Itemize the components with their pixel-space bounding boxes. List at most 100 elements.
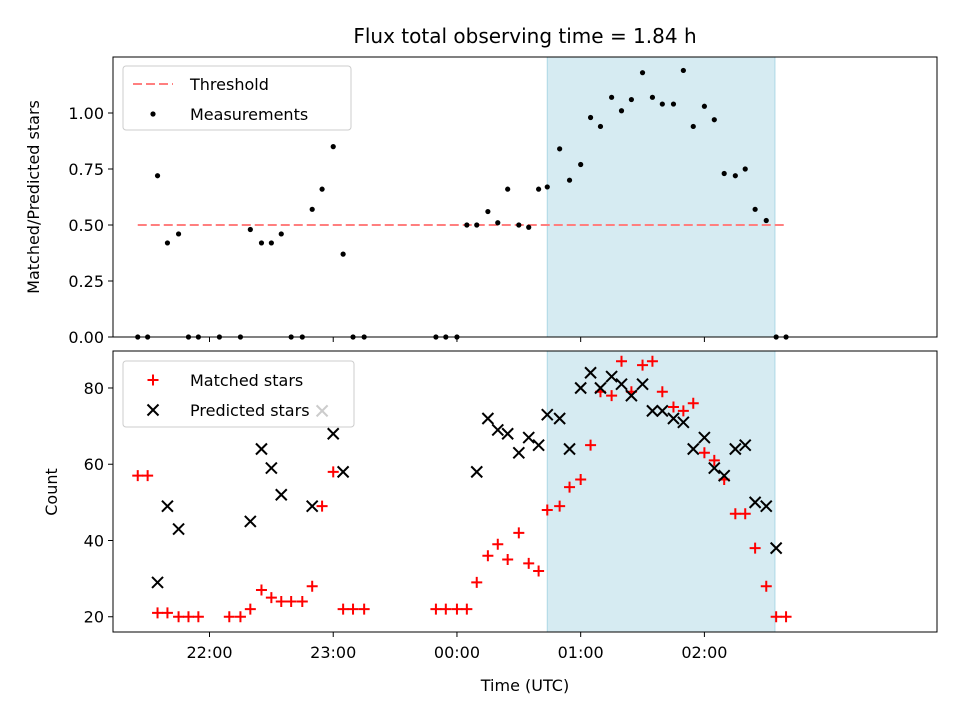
predicted-star-point [760, 499, 773, 513]
measurement-point [639, 70, 646, 76]
matched-star-point [575, 473, 587, 485]
measurement-point [659, 101, 665, 107]
matched-star-point [152, 607, 164, 619]
predicted-star-point [698, 431, 711, 444]
matched-star-point [296, 595, 308, 607]
top-y-tick-label: 0.00 [68, 328, 104, 347]
predicted-star-point [574, 381, 587, 395]
matched-star-point [533, 565, 545, 577]
measurement-point [721, 170, 727, 177]
measurement-point [247, 226, 253, 233]
matched-star-point [430, 603, 442, 615]
matched-star-point [585, 439, 597, 451]
predicted-star-point [729, 442, 742, 456]
matched-star-point [606, 390, 618, 402]
top-observing-window [546, 56, 776, 338]
measurement-point [742, 166, 748, 172]
matched-star-point [541, 504, 553, 516]
measurement-point [587, 114, 594, 121]
chart-title: Flux total observing time = 1.84 h [353, 24, 696, 48]
matched-star-point [698, 447, 710, 459]
measurement-point [340, 251, 346, 257]
predicted-star-point [161, 499, 174, 513]
bottom-y-axis-label: Count [42, 468, 61, 516]
measurement-point [485, 208, 491, 215]
matched-star-point [708, 454, 720, 466]
predicted-star-point [687, 442, 700, 456]
predicted-star-point [646, 404, 659, 418]
measurement-point [649, 94, 656, 100]
matched-star-point [513, 527, 525, 539]
measurement-point [566, 177, 573, 183]
predicted-star-point [327, 427, 340, 440]
predicted-star-point [636, 377, 649, 391]
matched-star-point [265, 592, 277, 604]
measurement-point [516, 222, 522, 228]
measurement-point [474, 222, 480, 228]
matched-star-point [646, 355, 658, 367]
predicted-star-point [244, 515, 257, 528]
measurement-point [680, 67, 686, 74]
legend-measurements-swatch [150, 111, 156, 117]
legend-threshold-label: Threshold [189, 75, 269, 94]
predicted-star-point [522, 431, 535, 444]
predicted-star-point [708, 461, 721, 475]
measurement-point [752, 206, 758, 212]
measurement-point [578, 161, 584, 168]
matched-star-point [749, 542, 761, 554]
measurement-point [690, 123, 696, 130]
matched-star-point [182, 611, 194, 623]
predicted-star-point [667, 412, 680, 425]
matched-star-point [337, 603, 349, 615]
top-y-axis-label: Matched/Predicted stars [24, 100, 43, 294]
matched-star-point [770, 611, 782, 623]
matched-star-point [656, 386, 668, 398]
predicted-star-point [605, 370, 618, 383]
legend-matched-swatch [147, 374, 159, 386]
measurement-point [557, 146, 563, 152]
bottom-y-tick-label: 20 [84, 608, 104, 627]
matched-star-point [729, 508, 741, 520]
legend-measurements-label: Measurements [190, 105, 308, 124]
measurement-point [464, 222, 470, 228]
predicted-star-point [481, 412, 495, 425]
bottom-y-tick-label: 60 [84, 455, 104, 474]
predicted-star-point [739, 438, 752, 452]
matched-star-point [502, 554, 514, 566]
x-tick-label: 23:00 [310, 643, 356, 662]
bottom-legend: Matched stars Predicted stars [122, 360, 355, 428]
predicted-star-point [553, 412, 566, 425]
predicted-star-point [470, 465, 483, 479]
matched-star-point [461, 603, 473, 615]
predicted-star-point [615, 377, 628, 391]
top-y-tick-label: 1.00 [68, 104, 104, 123]
x-axis-label: Time (UTC) [480, 676, 569, 695]
measurement-point [536, 186, 542, 192]
measurement-point [609, 94, 615, 100]
matched-star-point [760, 580, 772, 592]
measurement-point [154, 173, 161, 179]
matched-star-point [255, 584, 267, 596]
matched-star-point [616, 355, 628, 367]
measurement-point [268, 240, 274, 246]
measurement-point [763, 217, 769, 224]
measurement-point [711, 117, 717, 123]
bottom-y-tick-label: 80 [84, 379, 104, 398]
x-tick-label: 01:00 [558, 643, 604, 662]
matched-star-point [327, 466, 339, 478]
matched-star-point [739, 508, 751, 520]
measurement-point [495, 220, 501, 226]
matched-star-point [142, 470, 154, 482]
matched-star-point [161, 607, 173, 619]
matched-star-point [234, 611, 246, 623]
top-y-tick-label: 0.50 [68, 216, 104, 235]
matched-star-point [667, 401, 679, 413]
bottom-axes-frame [112, 350, 938, 633]
predicted-star-point [151, 576, 164, 589]
top-legend-box [122, 65, 352, 131]
bottom-legend-box [122, 360, 355, 428]
matched-star-point [780, 611, 792, 623]
matched-star-point [440, 603, 452, 615]
predicted-star-point [748, 496, 762, 509]
